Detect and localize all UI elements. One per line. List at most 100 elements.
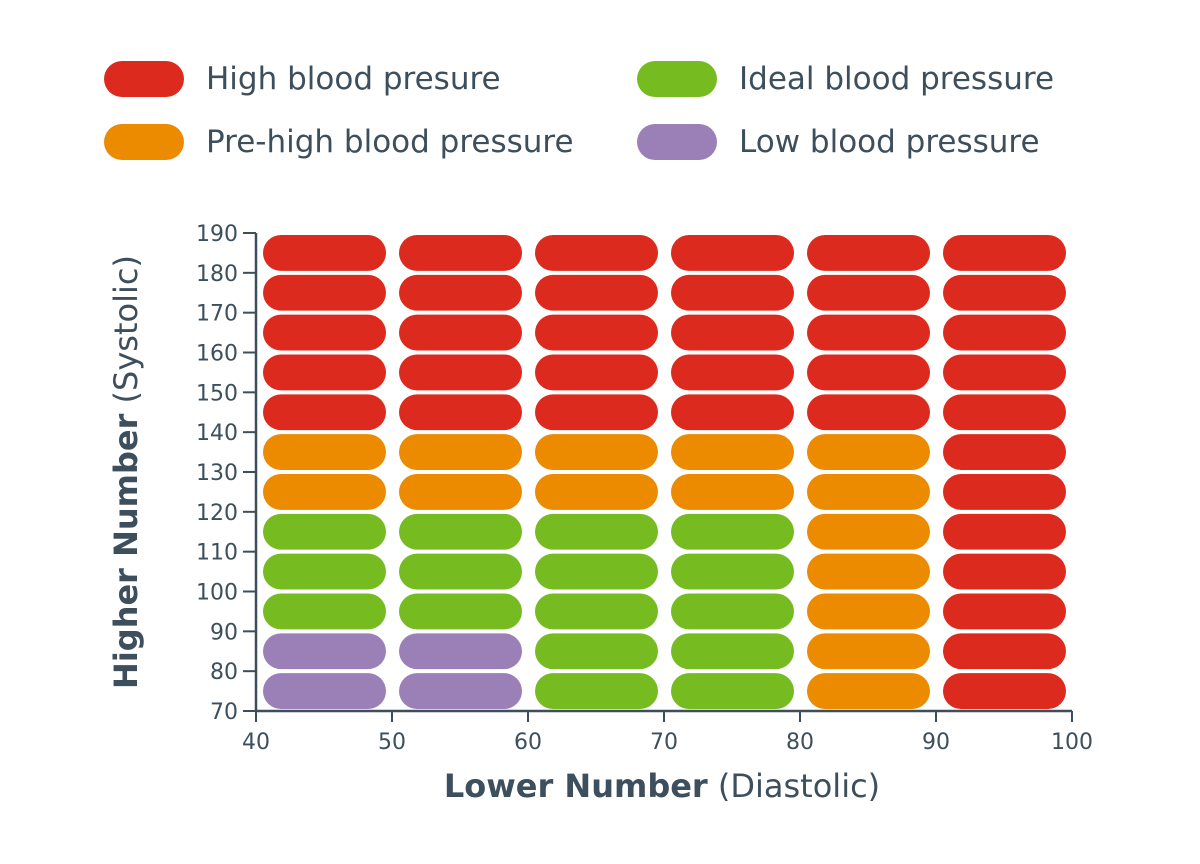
cell-ideal-40-100 [263, 553, 386, 590]
y-tick-label-160: 160 [196, 342, 238, 367]
cell-high-90-120 [943, 474, 1066, 510]
y-tick-label-170: 170 [196, 302, 238, 327]
cell-high-80-170 [807, 274, 930, 311]
cell-high-60-170 [535, 274, 658, 311]
cell-high-40-150 [263, 354, 386, 391]
cell-high-80-180 [807, 235, 930, 271]
cell-high-90-150 [943, 354, 1066, 391]
cell-ideal-60-90 [535, 593, 658, 630]
cell-low-50-80 [399, 633, 522, 670]
legend-label-prehigh: Pre-high blood pressure [206, 124, 574, 160]
x-tick-label-50: 50 [378, 730, 406, 755]
cell-prehigh-70-120 [671, 474, 794, 510]
cell-high-90-90 [943, 593, 1066, 630]
x-tick-label-60: 60 [514, 730, 542, 755]
cell-high-60-160 [535, 314, 658, 351]
legend-swatch-high [104, 61, 184, 97]
cell-high-40-140 [263, 394, 386, 431]
cell-high-90-130 [943, 434, 1066, 470]
legend-item-high: High blood presure [104, 61, 501, 97]
cell-high-80-160 [807, 314, 930, 351]
cell-prehigh-80-120 [807, 474, 930, 510]
x-tick-label-80: 80 [786, 730, 814, 755]
cell-high-60-180 [535, 235, 658, 271]
cell-ideal-60-100 [535, 553, 658, 590]
cell-high-90-80 [943, 633, 1066, 670]
cell-prehigh-80-100 [807, 553, 930, 590]
legend-item-prehigh: Pre-high blood pressure [104, 124, 574, 160]
cell-ideal-50-110 [399, 513, 522, 550]
cell-high-70-170 [671, 274, 794, 311]
cell-ideal-40-90 [263, 593, 386, 630]
cell-high-40-180 [263, 235, 386, 271]
y-tick-label-120: 120 [196, 501, 238, 526]
legend-item-ideal: Ideal blood pressure [637, 61, 1054, 97]
cell-high-40-160 [263, 314, 386, 351]
cell-low-40-70 [263, 673, 386, 709]
cell-high-90-140 [943, 394, 1066, 431]
y-tick-label-70: 70 [210, 700, 238, 725]
cell-prehigh-80-70 [807, 673, 930, 709]
cell-high-70-150 [671, 354, 794, 391]
y-tick-label-110: 110 [196, 541, 238, 566]
cell-ideal-50-90 [399, 593, 522, 630]
y-tick-label-100: 100 [196, 581, 238, 606]
cell-ideal-40-110 [263, 513, 386, 550]
cell-high-40-170 [263, 274, 386, 311]
x-tick-label-40: 40 [242, 730, 270, 755]
legend-item-low: Low blood pressure [637, 124, 1040, 160]
y-tick-label-140: 140 [196, 421, 238, 446]
legend-label-high: High blood presure [206, 61, 501, 97]
cell-low-50-70 [399, 673, 522, 709]
x-axis-title: Lower Number (Diastolic) [444, 767, 880, 805]
cell-high-90-180 [943, 235, 1066, 271]
legend-label-ideal: Ideal blood pressure [739, 61, 1055, 97]
legend-swatch-ideal [637, 61, 717, 97]
cell-prehigh-50-120 [399, 474, 522, 510]
cell-high-50-180 [399, 235, 522, 271]
cell-high-90-70 [943, 673, 1066, 709]
y-tick-label-80: 80 [210, 660, 238, 685]
y-axis-title: Higher Number (Systolic) [107, 255, 145, 689]
cell-low-40-80 [263, 633, 386, 670]
cell-high-70-180 [671, 235, 794, 271]
cell-prehigh-80-80 [807, 633, 930, 670]
cell-ideal-60-80 [535, 633, 658, 670]
y-tick-label-190: 190 [196, 222, 238, 247]
cell-high-70-140 [671, 394, 794, 431]
x-tick-label-70: 70 [650, 730, 678, 755]
y-tick-label-90: 90 [210, 620, 238, 645]
cell-high-50-150 [399, 354, 522, 391]
cell-high-50-140 [399, 394, 522, 431]
cell-ideal-50-100 [399, 553, 522, 590]
cell-ideal-70-90 [671, 593, 794, 630]
cell-prehigh-80-90 [807, 593, 930, 630]
cell-prehigh-80-110 [807, 513, 930, 550]
x-tick-label-90: 90 [922, 730, 950, 755]
cell-high-50-170 [399, 274, 522, 311]
cell-ideal-70-100 [671, 553, 794, 590]
y-tick-label-150: 150 [196, 381, 238, 406]
cell-ideal-70-80 [671, 633, 794, 670]
cell-high-70-160 [671, 314, 794, 351]
y-tick-label-130: 130 [196, 461, 238, 486]
cell-high-50-160 [399, 314, 522, 351]
cell-high-60-150 [535, 354, 658, 391]
cell-prehigh-60-120 [535, 474, 658, 510]
cell-prehigh-40-120 [263, 474, 386, 510]
cell-high-60-140 [535, 394, 658, 431]
cell-high-90-100 [943, 553, 1066, 590]
cell-prehigh-60-130 [535, 434, 658, 470]
cell-high-90-170 [943, 274, 1066, 311]
cell-prehigh-50-130 [399, 434, 522, 470]
cell-ideal-60-70 [535, 673, 658, 709]
cell-ideal-70-70 [671, 673, 794, 709]
legend-label-low: Low blood pressure [739, 124, 1040, 160]
cell-prehigh-70-130 [671, 434, 794, 470]
cell-prehigh-40-130 [263, 434, 386, 470]
cell-ideal-60-110 [535, 513, 658, 550]
cell-high-90-110 [943, 513, 1066, 550]
legend-swatch-prehigh [104, 124, 184, 160]
cell-high-90-160 [943, 314, 1066, 351]
cell-ideal-70-110 [671, 513, 794, 550]
